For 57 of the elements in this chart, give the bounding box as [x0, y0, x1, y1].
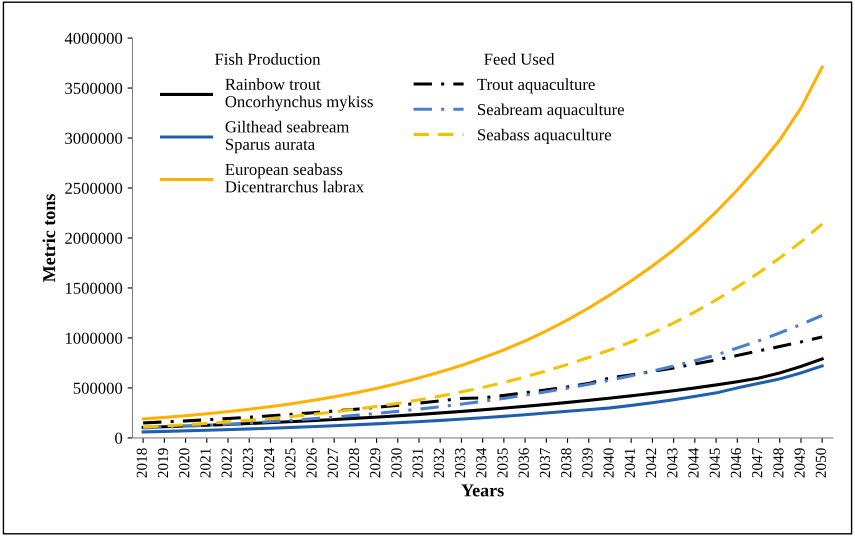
legend-label: Seabream aquaculture — [478, 103, 624, 119]
x-tick-label: 2027 — [328, 448, 338, 478]
y-tick-label: 500000 — [74, 382, 122, 394]
x-tick-label: 2041 — [624, 448, 636, 478]
x-tick-label: 2037 — [540, 448, 550, 478]
legend-label: Seabass aquaculture — [478, 128, 612, 144]
x-tick-label: 2020 — [179, 448, 190, 478]
x-tick-label: 2025 — [285, 448, 296, 478]
x-tick-label: 2028 — [348, 448, 360, 478]
x-axis-title: Years — [461, 484, 504, 496]
y-tick-label: 1500000 — [66, 282, 122, 294]
x-tick-label: 2035 — [497, 448, 508, 478]
legend-label: European seabass Dicentrarchus labrax — [225, 163, 364, 192]
line-series — [142, 364, 824, 434]
x-tick-label: 2042 — [646, 448, 656, 478]
x-tick-label: 2030 — [391, 448, 402, 478]
y-tick-label: 2500000 — [65, 182, 122, 194]
x-tick-label: 2040 — [603, 448, 614, 478]
x-tick-label: 2023 — [242, 448, 254, 478]
x-tick-label: 2022 — [222, 448, 232, 478]
line-series — [142, 335, 824, 424]
x-tick-label: 2024 — [264, 448, 274, 478]
x-tick-label: 2038 — [561, 448, 572, 478]
line-series — [142, 222, 824, 428]
y-tick-label: 4000000 — [64, 32, 122, 44]
legend-label: Rainbow trout Oncorhynchus mykiss — [225, 78, 373, 111]
x-tick-label: 2034 — [476, 448, 486, 478]
x-tick-label: 2021 — [200, 448, 211, 478]
x-tick-label: 2046 — [730, 448, 742, 478]
x-tick-label: 2050 — [816, 448, 826, 478]
x-tick-label: 2018 — [136, 448, 147, 478]
x-tick-label: 2045 — [710, 448, 720, 478]
x-tick-label: 2033 — [454, 448, 466, 478]
y-tick-label: 3000000 — [65, 132, 122, 144]
text: Feed Used — [484, 53, 554, 65]
x-tick-label: 2031 — [412, 448, 423, 478]
x-tick-label: 2039 — [582, 448, 593, 478]
line-series — [142, 314, 824, 430]
y-axis-title: Metric tons — [42, 194, 56, 282]
y-tick-label: 0 — [115, 432, 122, 444]
line-series — [142, 66, 824, 420]
x-tick-label: 2026 — [306, 448, 317, 478]
x-tick-label: 2047 — [752, 448, 762, 478]
legend-label: Gilthead seabream Sparus aurata — [226, 120, 350, 154]
x-tick-label: 2036 — [518, 448, 529, 478]
text: Fish Production — [214, 53, 320, 65]
x-tick-label: 2032 — [434, 448, 444, 478]
x-tick-label: 2049 — [794, 448, 805, 478]
x-tick-label: 2019 — [158, 448, 168, 478]
x-tick-label: 2048 — [773, 448, 784, 478]
x-tick-label: 2044 — [688, 448, 699, 478]
y-tick-label: 1000000 — [66, 332, 122, 344]
x-tick-label: 2043 — [667, 448, 678, 478]
x-tick-label: 2029 — [370, 448, 380, 478]
y-tick-label: 3500000 — [65, 82, 122, 94]
y-tick-label: 2000000 — [65, 232, 122, 244]
legend-label: Trout aquaculture — [477, 78, 595, 94]
